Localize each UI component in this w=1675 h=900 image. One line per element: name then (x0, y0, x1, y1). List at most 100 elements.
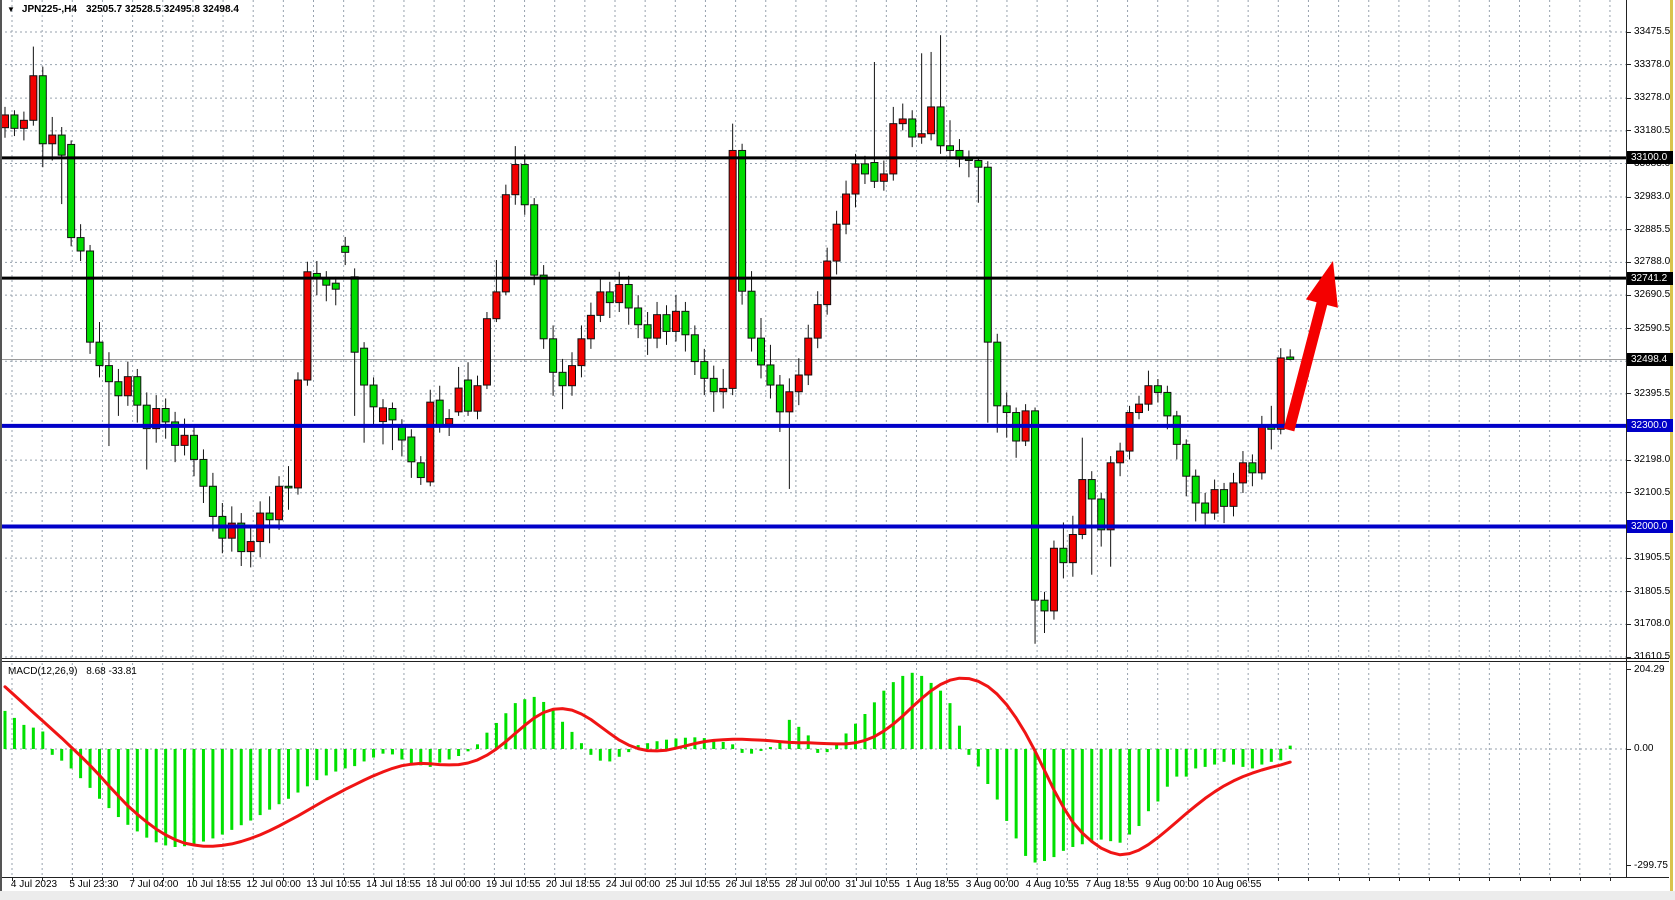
candle (908, 110, 917, 148)
candle (86, 244, 95, 354)
candle (1210, 479, 1219, 520)
price-axis-label: 33378.0 (1634, 58, 1671, 70)
candle (445, 409, 454, 436)
time-tick-mark (795, 877, 797, 881)
time-tick-mark (283, 877, 285, 881)
time-axis-border (0, 877, 1669, 878)
panel-splitter[interactable] (0, 658, 1669, 659)
candle (1220, 482, 1229, 524)
time-axis-label: 9 Aug 00:00 (1145, 879, 1199, 890)
candle (955, 139, 964, 168)
candle (681, 301, 690, 352)
time-tick-mark (1579, 877, 1581, 881)
candle (1059, 522, 1068, 579)
candle (67, 140, 76, 247)
time-axis-label: 3 Aug 00:00 (965, 879, 1020, 890)
candle (936, 35, 945, 154)
time-tick-mark (1459, 877, 1461, 881)
time-axis-label: 13 Jul 10:55 (306, 879, 361, 890)
time-tick-mark (192, 877, 194, 881)
candle (879, 160, 888, 191)
macd-label-name: MACD(12,26,9) (8, 666, 78, 677)
candle (19, 111, 28, 141)
candle (246, 526, 255, 568)
price-chart-canvas[interactable] (0, 0, 1626, 658)
candle (171, 411, 180, 463)
candle (142, 392, 151, 470)
time-axis-label: 7 Aug 18:55 (1085, 879, 1139, 890)
price-tag-33100.0: 33100.0 (1627, 151, 1673, 165)
time-tick-mark (735, 877, 737, 881)
price-axis-label: 32983.0 (1634, 191, 1671, 203)
time-tick-mark (42, 877, 44, 881)
candle (1153, 379, 1162, 403)
panel-splitter-lower[interactable] (0, 661, 1669, 662)
candle (662, 305, 671, 345)
candle (1182, 439, 1191, 497)
time-tick-mark (434, 877, 436, 881)
price-axis-label: 31805.5 (1634, 585, 1671, 597)
price-tick-mark (1626, 328, 1631, 330)
candle (520, 154, 529, 215)
trend-arrow-annotation[interactable] (1283, 261, 1338, 432)
candle (804, 324, 813, 386)
time-tick-mark (1248, 877, 1250, 881)
macd-histogram (3, 672, 1292, 863)
time-axis-label: 12 Jul 00:00 (246, 879, 301, 890)
time-axis-label: 28 Jul 00:00 (785, 879, 840, 890)
candle (889, 106, 898, 181)
time-tick-mark (403, 877, 405, 881)
time-tick-mark (1338, 877, 1340, 881)
candle (454, 366, 463, 416)
candle (265, 496, 274, 544)
macd-signal-line (3, 676, 1292, 857)
candle (227, 506, 236, 552)
time-tick-mark (856, 877, 858, 881)
candle (237, 513, 246, 567)
time-axis-label: 25 Jul 10:55 (665, 879, 721, 890)
symbol-dropdown-icon[interactable]: ▼ (7, 5, 15, 14)
time-tick-mark (554, 877, 556, 881)
candle (416, 456, 425, 485)
candle (199, 449, 208, 504)
time-tick-mark (524, 877, 526, 881)
candle (860, 155, 869, 184)
candle (568, 352, 576, 396)
price-tick-mark (1626, 623, 1631, 625)
candle (690, 325, 699, 375)
price-tick-mark (1626, 229, 1631, 231)
candle (1172, 410, 1181, 460)
candle (492, 260, 501, 323)
time-tick-mark (1006, 877, 1008, 881)
candle (643, 311, 652, 355)
price-axis-label: 32690.5 (1634, 289, 1671, 301)
macd-panel-canvas[interactable] (0, 663, 1626, 877)
candle (577, 325, 586, 378)
price-tag-32741.2: 32741.2 (1627, 271, 1673, 285)
time-tick-mark (615, 877, 616, 881)
candle (322, 271, 331, 302)
time-tick-mark (1429, 877, 1431, 881)
price-tick-mark (1626, 97, 1631, 99)
time-tick-mark (1368, 877, 1370, 881)
plot-right-border (1626, 0, 1627, 877)
candle (407, 429, 416, 478)
candle (823, 247, 832, 315)
time-axis-label: 1 Aug 18:55 (905, 879, 960, 890)
candle (898, 103, 907, 131)
candle (927, 51, 936, 141)
macd-axis-label: -299.75 (1634, 859, 1668, 871)
candle (842, 180, 851, 235)
candle (511, 146, 520, 205)
time-tick-mark (1308, 877, 1310, 881)
time-tick-mark (1127, 877, 1129, 881)
time-tick-mark (1218, 877, 1219, 881)
time-tick-mark (1489, 877, 1491, 881)
candle (1276, 348, 1285, 435)
time-tick-mark (1037, 877, 1039, 881)
candle (1163, 385, 1172, 430)
symbol-period-title: JPN225-,H4 (21, 4, 77, 15)
candle (738, 143, 747, 305)
candle (870, 61, 879, 188)
price-axis-label: 32885.5 (1634, 223, 1671, 235)
